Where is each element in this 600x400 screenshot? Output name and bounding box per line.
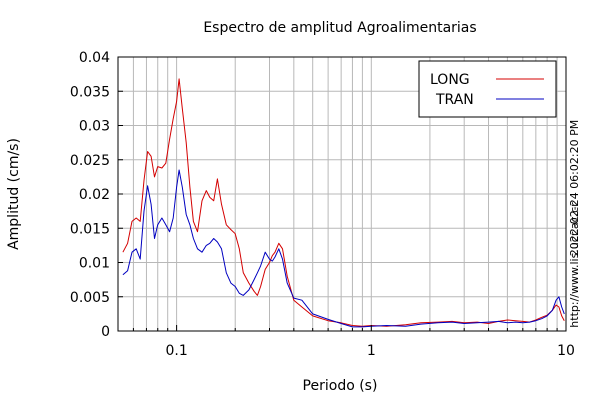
y-tick-label: 0.035 — [70, 84, 110, 100]
y-tick-label: 0.01 — [79, 256, 110, 272]
chart-title: Espectro de amplitud Agroalimentarias — [203, 20, 476, 36]
y-tick-label: 0.025 — [70, 153, 110, 169]
y-tick-label: 0 — [101, 324, 110, 340]
series-line-tran — [122, 169, 565, 328]
x-tick-label: 0.1 — [165, 343, 187, 359]
timestamp-text: 2022-02-24 06:02:20 PM — [568, 120, 581, 256]
y-tick-label: 0.02 — [79, 187, 110, 203]
legend-box — [418, 60, 557, 118]
source-url-text: http://www.lis.ucr.ac.cr — [568, 202, 581, 328]
series-layer — [122, 78, 565, 328]
y-axis-label: Amplitud (cm/s) — [6, 138, 22, 250]
legend-label-long: LONG — [430, 72, 470, 88]
y-tick-label: 0.005 — [70, 290, 110, 306]
axis-ticks: 0 0.005 0.01 0.015 0.02 0.025 0.03 0.035 0.04 0.1… — [70, 50, 575, 359]
y-tick-label: 0.04 — [79, 50, 110, 66]
x-axis-label: Periodo (s) — [303, 378, 378, 394]
legend-label-tran: TRAN — [435, 92, 474, 108]
legend: LONG TRAN — [418, 60, 557, 118]
x-tick-label: 1 — [367, 343, 376, 359]
y-tick-label: 0.03 — [79, 119, 110, 135]
y-tick-label: 0.015 — [70, 221, 110, 237]
x-tick-label: 10 — [557, 343, 575, 359]
